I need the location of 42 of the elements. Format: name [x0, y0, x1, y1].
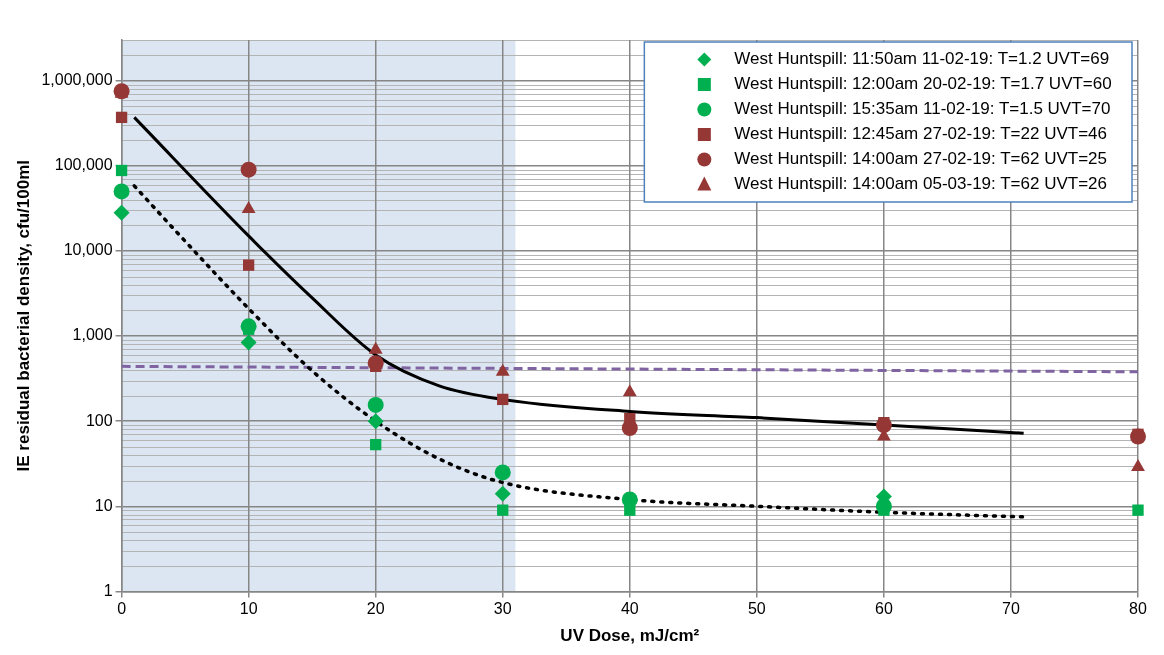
y-axis-title: IE residual bacterial density, cfu/100ml — [13, 159, 33, 472]
point — [240, 334, 257, 351]
y-tick-label: 100 — [85, 411, 113, 429]
x-tick-label: 60 — [875, 600, 893, 618]
point — [113, 204, 130, 221]
point — [494, 485, 511, 502]
x-axis-title: UV Dose, mJ/cm² — [560, 626, 700, 646]
x-tick-label: 70 — [1002, 600, 1020, 618]
y-tick-label: 1,000 — [72, 326, 113, 344]
legend-label: West Huntspill: 15:35am 11-02-19: T=1.5 UVT=70 — [734, 99, 1111, 119]
y-tick-label: 1,000,000 — [41, 71, 113, 89]
legend-label: West Huntspill: 11:50am 11-02-19: T=1.2 UVT=69 — [734, 49, 1110, 69]
point — [370, 438, 382, 451]
x-tick-label: 10 — [239, 600, 258, 618]
point — [624, 504, 636, 516]
x-tick-label: 0 — [117, 600, 127, 618]
point — [241, 201, 256, 214]
y-tick-label: 100,000 — [54, 156, 113, 174]
point — [494, 464, 511, 481]
point — [367, 413, 384, 430]
point — [622, 384, 637, 397]
legend-label: West Huntspill: 14:00am 27-02-19: T=62 UVT=25 — [734, 149, 1107, 169]
point — [115, 111, 128, 124]
point — [1132, 504, 1144, 516]
legend-label: West Huntspill: 12:00am 20-02-19: T=1.7 UVT=60 — [734, 74, 1112, 94]
legend-label: West Huntspill: 12:45am 27-02-19: T=22 UVT=46 — [734, 124, 1107, 144]
point — [497, 393, 509, 406]
point — [497, 504, 509, 516]
x-tick-label: 40 — [620, 600, 639, 618]
point — [367, 396, 384, 413]
x-tick-label: 20 — [366, 600, 385, 618]
point — [242, 259, 255, 271]
legend-label: West Huntspill: 14:00am 05-03-19: T=62 UVT=26 — [734, 174, 1107, 194]
point — [240, 161, 257, 178]
point — [115, 164, 128, 177]
x-tick-label: 80 — [1129, 600, 1147, 618]
x-tick-label: 50 — [747, 600, 766, 618]
y-tick-label: 10,000 — [63, 241, 113, 259]
x-tick-label: 30 — [493, 600, 512, 618]
point — [113, 183, 130, 200]
y-tick-label: 1 — [103, 581, 113, 599]
y-tick-label: 10 — [94, 496, 113, 514]
